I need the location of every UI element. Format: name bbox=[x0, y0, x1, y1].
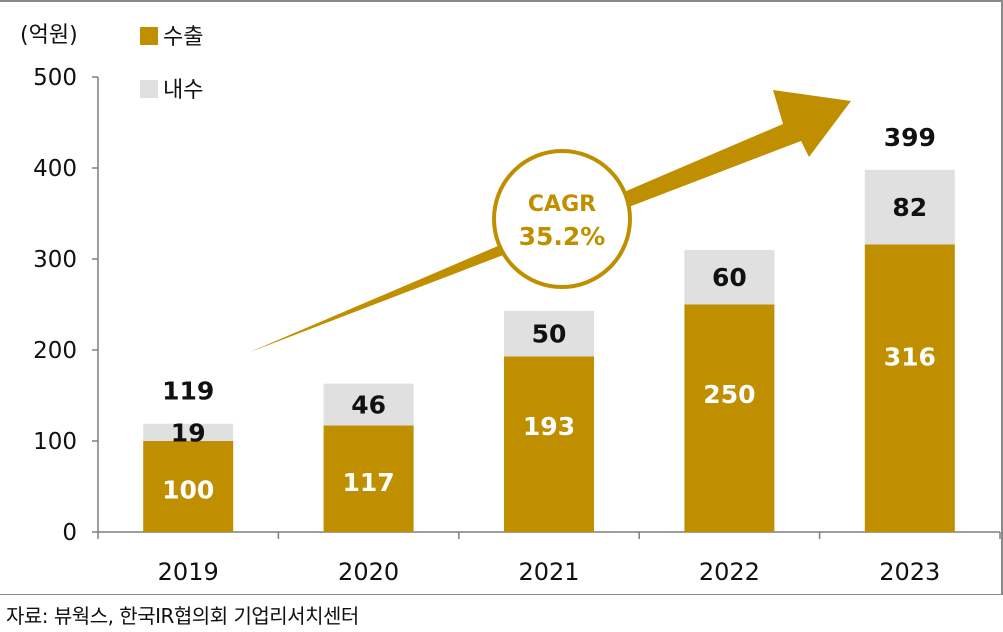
y-tick-label: 300 bbox=[33, 247, 77, 273]
bar-domestic bbox=[143, 423, 234, 441]
cagr-value: 35.2% bbox=[519, 222, 606, 251]
y-tick-label: 100 bbox=[33, 429, 77, 455]
domestic-value-label: 19 bbox=[171, 418, 206, 447]
y-tick-label: 200 bbox=[33, 338, 77, 364]
source-note: 자료: 뷰웍스, 한국IR협의회 기업리서치센터 bbox=[6, 604, 359, 628]
top-rule bbox=[0, 0, 1003, 2]
right-rule bbox=[1001, 0, 1003, 595]
y-tick-label: 500 bbox=[33, 65, 77, 91]
bar-export bbox=[323, 425, 414, 532]
bar-export bbox=[143, 441, 234, 532]
bar-domestic bbox=[504, 310, 594, 357]
total-value-label: 399 bbox=[884, 123, 936, 152]
y-tick-label: 0 bbox=[62, 520, 77, 546]
cagr-circle bbox=[492, 149, 632, 289]
domestic-value-label: 82 bbox=[892, 193, 927, 222]
x-tick-label: 2022 bbox=[699, 558, 760, 586]
legend-swatch-export bbox=[140, 27, 158, 45]
bar-export bbox=[504, 356, 594, 532]
legend-label-export: 수출 bbox=[163, 25, 203, 50]
bar-export bbox=[864, 244, 955, 532]
cagr-label: CAGR bbox=[528, 192, 596, 217]
bar-domestic bbox=[323, 383, 414, 426]
x-tick-label: 2021 bbox=[518, 558, 579, 586]
bar-domestic bbox=[684, 249, 775, 305]
bar-domestic bbox=[864, 169, 955, 245]
y-tick-label: 400 bbox=[33, 156, 77, 182]
export-value-label: 193 bbox=[523, 412, 575, 441]
x-tick-label: 2020 bbox=[338, 558, 399, 586]
x-tick-label: 2019 bbox=[158, 558, 219, 586]
bar-export bbox=[684, 304, 775, 532]
legend-label-domestic: 내수 bbox=[163, 78, 203, 103]
export-value-label: 100 bbox=[162, 476, 214, 505]
unit-label: (억원) bbox=[20, 23, 78, 48]
export-value-label: 117 bbox=[343, 468, 395, 497]
domestic-value-label: 60 bbox=[712, 263, 747, 292]
total-value-label: 119 bbox=[162, 377, 214, 406]
trend-arrow bbox=[250, 90, 851, 352]
domestic-value-label: 46 bbox=[351, 391, 386, 420]
stacked-bar-chart: 0 100 200 300 400 500 (억원) CAGR 35.2% 100 19 2019… bbox=[20, 23, 1001, 586]
export-value-label: 250 bbox=[703, 380, 755, 409]
bottom-rule bbox=[0, 594, 1003, 595]
x-tick-label: 2023 bbox=[879, 558, 940, 586]
legend-swatch-domestic bbox=[140, 80, 158, 98]
domestic-value-label: 50 bbox=[532, 320, 567, 349]
export-value-label: 316 bbox=[884, 343, 936, 372]
